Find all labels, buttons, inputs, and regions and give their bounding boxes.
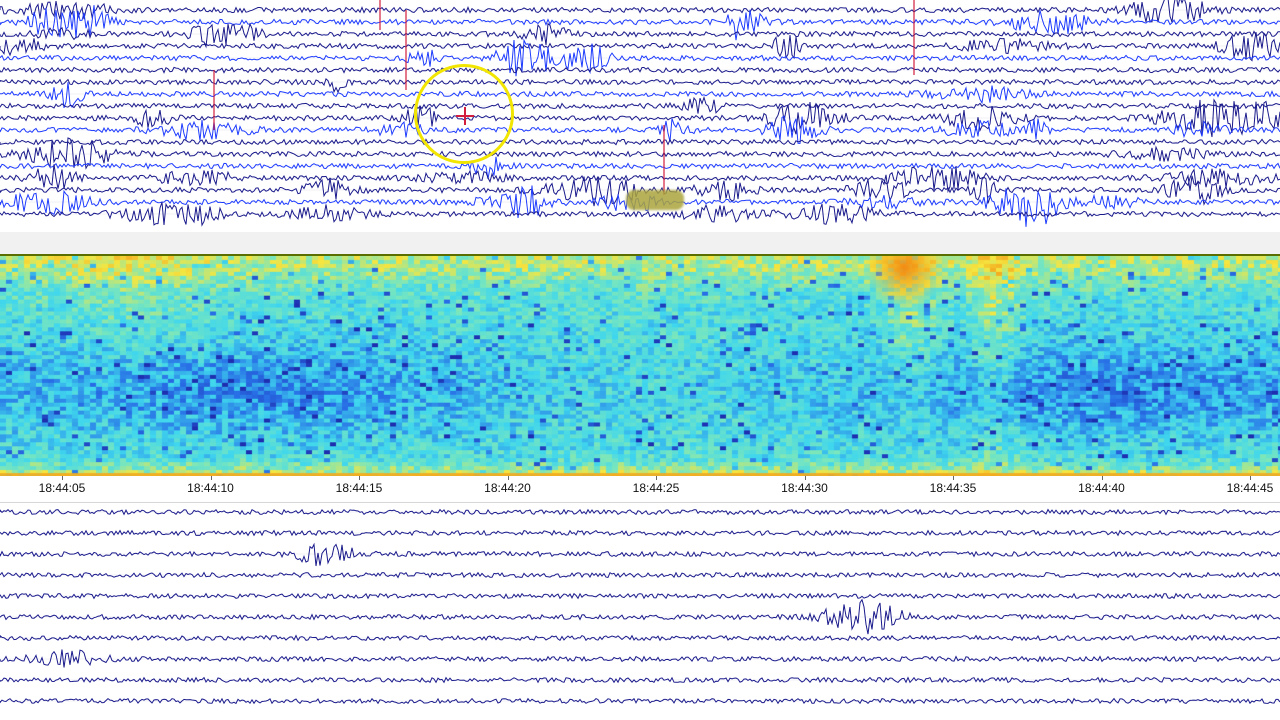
lower-helicorder-panel[interactable] bbox=[0, 503, 1280, 720]
time-tick-label: 18:44:15 bbox=[335, 481, 383, 495]
selection-highlight bbox=[626, 190, 684, 210]
time-tick-label: 18:44:45 bbox=[1226, 481, 1274, 495]
seismic-trace bbox=[0, 5, 1280, 41]
time-tick-mark bbox=[656, 476, 657, 480]
seismic-trace bbox=[0, 598, 1280, 635]
time-tick-label: 18:44:30 bbox=[781, 481, 828, 495]
seismic-trace bbox=[0, 202, 1280, 227]
seismic-trace bbox=[0, 156, 1280, 179]
seismic-trace bbox=[0, 592, 1280, 600]
crosshair-icon bbox=[456, 107, 474, 125]
time-tick-mark bbox=[359, 476, 360, 480]
seismic-trace bbox=[0, 0, 1280, 23]
seismic-trace bbox=[0, 634, 1280, 642]
seismic-trace bbox=[0, 95, 1280, 114]
seismic-trace bbox=[0, 138, 1280, 146]
seismic-trace bbox=[0, 571, 1280, 579]
time-tick-mark bbox=[210, 476, 212, 480]
seismic-trace bbox=[0, 38, 1280, 77]
time-tick-mark bbox=[507, 476, 509, 480]
spectrogram-panel[interactable] bbox=[0, 254, 1280, 476]
seismic-trace bbox=[0, 22, 1280, 49]
seismic-trace bbox=[0, 78, 1280, 94]
time-tick-mark bbox=[1250, 476, 1251, 480]
seismic-trace bbox=[0, 164, 1280, 194]
time-tick-mark bbox=[804, 476, 806, 480]
seismic-trace bbox=[0, 98, 1280, 138]
seismic-trace bbox=[0, 82, 1280, 109]
seismic-trace bbox=[0, 697, 1280, 705]
time-tick-label: 18:44:25 bbox=[632, 481, 680, 495]
time-axis: 18:44:05 18:44:10 18:44:15 18:44:20 18:44:25… bbox=[0, 476, 1280, 503]
time-tick-label: 18:44:20 bbox=[484, 481, 531, 495]
time-tick-mark bbox=[953, 476, 954, 480]
seismic-trace bbox=[0, 649, 1280, 668]
seismic-trace bbox=[0, 676, 1280, 684]
seismic-trace bbox=[0, 66, 1280, 74]
time-tick-label: 18:44:40 bbox=[1078, 481, 1125, 495]
time-tick-mark bbox=[1101, 476, 1103, 480]
time-tick-mark bbox=[62, 476, 63, 480]
seismic-trace bbox=[0, 542, 1280, 567]
panel-divider bbox=[0, 232, 1280, 255]
seismic-trace bbox=[0, 137, 1280, 170]
seismic-trace bbox=[0, 115, 1280, 145]
time-tick-label: 18:44:35 bbox=[929, 481, 977, 495]
time-tick-label: 18:44:05 bbox=[38, 481, 86, 495]
seismic-trace bbox=[0, 32, 1280, 62]
seismic-trace bbox=[0, 529, 1280, 537]
seismic-trace bbox=[0, 508, 1280, 516]
time-tick-label: 18:44:10 bbox=[187, 481, 234, 495]
